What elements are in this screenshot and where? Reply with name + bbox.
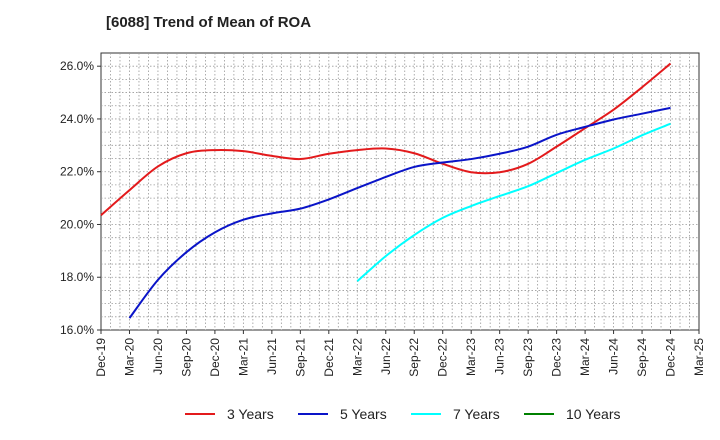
y-tick-label: 24.0% [60,112,94,126]
legend-item-7-years: 7 Years [411,406,524,422]
x-tick-label: Mar-25 [692,338,706,376]
x-tick-label: Dec-22 [436,338,450,377]
legend-swatch-5-years [298,413,328,415]
series-line-5-years [128,106,671,319]
legend-item-5-years: 5 Years [298,406,411,422]
series-line-7-years [356,122,671,282]
x-tick-label: Mar-24 [578,338,592,376]
y-tick-label: 22.0% [60,165,94,179]
x-tick-label: Sep-22 [407,338,421,377]
chart-title: [6088] Trend of Mean of ROA [106,14,312,31]
x-tick-label: Jun-24 [607,338,621,375]
x-tick-label: Dec-19 [94,338,108,377]
legend-item-3-years: 3 Years [185,406,298,422]
chart-legend: 3 Years 5 Years 7 Years 10 Years [185,406,637,422]
x-tick-label: Mar-22 [350,338,364,376]
x-tick-label: Sep-20 [179,338,193,377]
x-tick-label: Jun-22 [379,338,393,375]
x-tick-label: Sep-24 [635,338,649,377]
series-line-3-years [100,62,672,216]
x-tick-label: Mar-21 [236,338,250,376]
y-tick-label: 18.0% [60,270,94,284]
x-tick-label: Dec-23 [550,338,564,377]
legend-swatch-7-years [411,413,441,415]
x-tick-label: Sep-21 [293,338,307,377]
y-tick-label: 16.0% [60,323,94,337]
legend-swatch-10-years [524,413,554,415]
x-tick-label: Jun-21 [265,338,279,375]
x-tick-label: Jun-23 [493,338,507,375]
legend-label-5-years: 5 Years [340,406,387,422]
x-tick-label: Dec-24 [664,338,678,377]
legend-item-10-years: 10 Years [524,406,637,422]
x-tick-label: Mar-20 [122,338,136,376]
y-tick-label: 20.0% [60,217,94,231]
legend-label-7-years: 7 Years [453,406,500,422]
legend-label-3-years: 3 Years [227,406,274,422]
legend-swatch-3-years [185,413,215,415]
x-tick-label: Mar-23 [464,338,478,376]
x-tick-label: Jun-20 [151,338,165,375]
y-tick-label: 26.0% [60,59,94,73]
plot-area [100,52,700,331]
legend-label-10-years: 10 Years [566,406,621,422]
x-tick-label: Dec-21 [322,338,336,377]
x-tick-label: Dec-20 [208,338,222,377]
x-tick-label: Sep-23 [521,338,535,377]
